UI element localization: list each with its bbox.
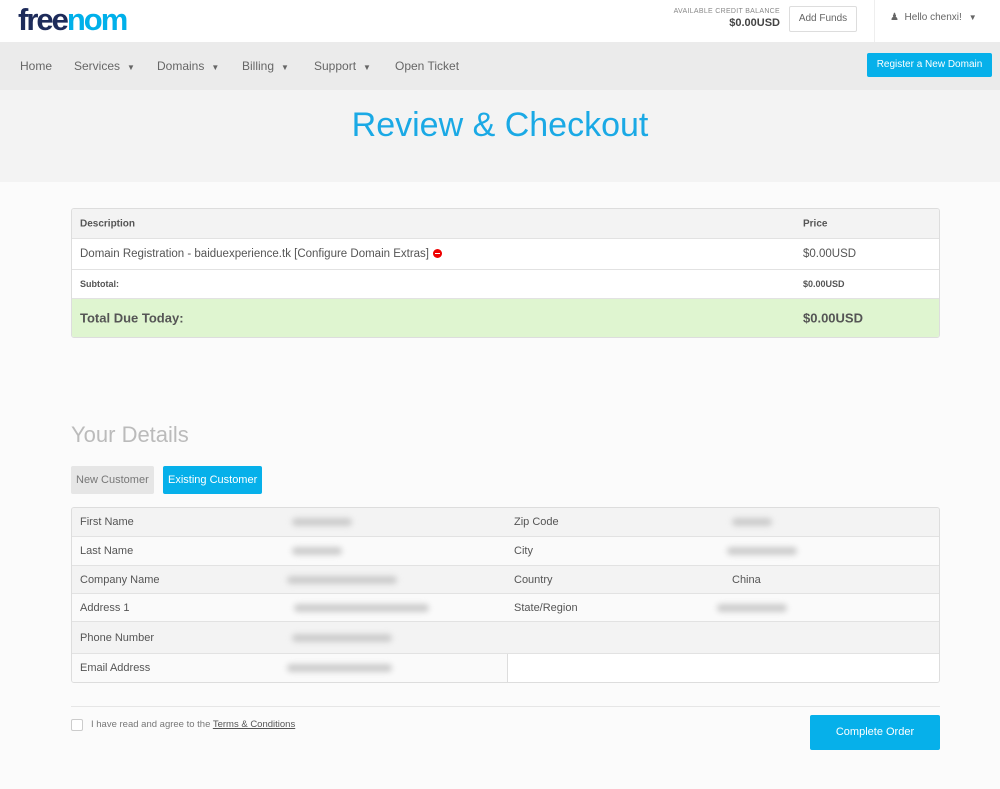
user-menu[interactable]: ♟ Hello chenxi! ▼ — [890, 12, 977, 23]
item-text: Domain Registration - baiduexperience.tk… — [80, 248, 429, 260]
redacted-value — [732, 518, 772, 526]
redacted-value — [727, 547, 797, 555]
nav-support[interactable]: Support ▼ — [314, 59, 371, 73]
top-bar: freenom AVAILABLE CREDIT BALANCE $0.00US… — [0, 0, 1000, 42]
redacted-value — [292, 518, 352, 526]
redacted-value — [287, 575, 397, 584]
freenom-logo[interactable]: freenom — [18, 2, 128, 37]
chevron-down-icon: ▼ — [968, 13, 977, 22]
col-description: Description — [80, 218, 136, 229]
country-value: China — [732, 573, 761, 586]
total-label: Total Due Today: — [80, 310, 184, 326]
user-icon: ♟ — [890, 12, 899, 23]
title-band: Review & Checkout — [0, 90, 1000, 182]
nav-billing[interactable]: Billing ▼ — [242, 59, 289, 73]
terms-link[interactable]: Terms & Conditions — [212, 719, 296, 730]
field-label: First Name — [80, 516, 134, 528]
subtotal-value: $0.00USD — [803, 279, 845, 289]
item-price: $0.00USD — [803, 248, 857, 260]
register-domain-button[interactable]: Register a New Domain — [867, 53, 992, 77]
terms-label: I have read and agree to the Terms & Con… — [91, 719, 296, 730]
field-label: City — [514, 545, 533, 557]
redacted-value — [717, 603, 787, 612]
nav-open-ticket[interactable]: Open Ticket — [395, 59, 460, 73]
table-row: First Name Zip Code — [72, 508, 939, 536]
col-price: Price — [803, 218, 828, 229]
table-row: Domain Registration - baiduexperience.tk… — [72, 238, 939, 269]
nav-domains[interactable]: Domains ▼ — [157, 59, 220, 73]
field-label: Address 1 — [80, 601, 130, 614]
existing-customer-tab[interactable]: Existing Customer — [163, 466, 263, 494]
details-table: First Name Zip Code Last Name City Company… — [71, 507, 940, 683]
table-row: Email Address — [72, 653, 939, 682]
main-nav: Home Services ▼ Domains ▼ Billing ▼ Support… — [0, 42, 1000, 90]
redacted-value — [292, 547, 342, 555]
add-funds-button[interactable]: Add Funds — [789, 6, 857, 32]
chevron-down-icon: ▼ — [211, 63, 220, 72]
redacted-value — [287, 664, 392, 672]
field-label: State/Region — [514, 601, 578, 614]
total-row: Total Due Today: $0.00USD — [72, 298, 939, 337]
nav-services[interactable]: Services ▼ — [74, 59, 135, 73]
your-details-heading: Your Details — [71, 422, 189, 447]
field-label: Last Name — [80, 545, 134, 557]
item-description[interactable]: Domain Registration - baiduexperience.tk… — [80, 248, 442, 260]
remove-icon[interactable] — [433, 249, 442, 259]
new-customer-tab[interactable]: New Customer — [71, 466, 154, 494]
divider — [874, 0, 875, 42]
table-row: Address 1 State/Region — [72, 593, 939, 621]
nav-home[interactable]: Home — [20, 59, 53, 73]
terms-checkbox[interactable] — [71, 719, 83, 731]
complete-order-button[interactable]: Complete Order — [810, 715, 940, 750]
divider — [71, 706, 940, 707]
table-header: Description Price — [72, 209, 939, 238]
table-row: Phone Number — [72, 621, 939, 653]
subtotal-row: Subtotal: $0.00USD — [72, 269, 939, 298]
table-row: Last Name City — [72, 536, 939, 565]
email-cell — [507, 654, 939, 682]
cart-table: Description Price Domain Registration - … — [71, 208, 940, 338]
redacted-value — [292, 633, 392, 642]
field-label: Company Name — [80, 573, 160, 586]
table-row: Company Name Country China — [72, 565, 939, 593]
credit-balance: AVAILABLE CREDIT BALANCE $0.00USD — [674, 8, 780, 29]
redacted-value — [294, 603, 429, 612]
greeting: Hello chenxi! — [904, 12, 962, 23]
field-label: Country — [514, 573, 553, 586]
credit-value: $0.00USD — [729, 17, 780, 29]
credit-label: AVAILABLE CREDIT BALANCE — [673, 8, 780, 15]
field-label: Phone Number — [80, 631, 154, 644]
chevron-down-icon: ▼ — [363, 63, 371, 72]
chevron-down-icon: ▼ — [281, 63, 289, 72]
field-label: Email Address — [80, 662, 151, 674]
field-label: Zip Code — [514, 516, 559, 528]
page-title: Review & Checkout — [351, 106, 649, 144]
total-value: $0.00USD — [803, 310, 863, 326]
subtotal-label: Subtotal: — [80, 279, 119, 289]
chevron-down-icon: ▼ — [127, 63, 135, 72]
